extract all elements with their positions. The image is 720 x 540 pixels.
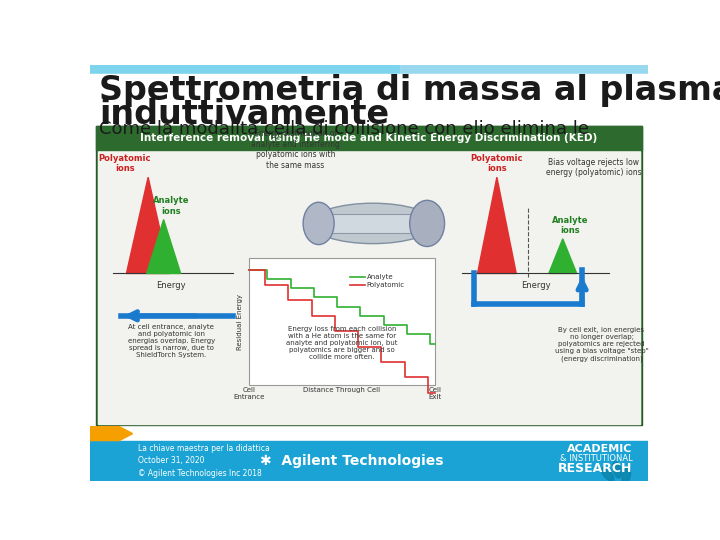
Ellipse shape	[622, 468, 631, 484]
Text: Cell
Exit: Cell Exit	[428, 387, 441, 400]
Text: Spettrometria di massa al plasma accoppiato: Spettrometria di massa al plasma accoppi…	[99, 74, 720, 107]
Text: RESEARCH: RESEARCH	[558, 462, 632, 475]
Polygon shape	[127, 177, 170, 273]
Text: Energy: Energy	[521, 281, 550, 290]
Bar	[96, 126, 642, 150]
Text: ACADEMIC: ACADEMIC	[567, 444, 632, 455]
Ellipse shape	[601, 468, 614, 481]
Text: Energy loss from each collision
with a He atom is the same for
analyte and polya: Energy loss from each collision with a H…	[286, 326, 397, 360]
Text: Residual Energy: Residual Energy	[237, 294, 243, 349]
Text: Analyte: Analyte	[366, 274, 393, 280]
Polygon shape	[90, 427, 132, 441]
Bar	[326, 214, 419, 233]
Bar	[400, 65, 648, 82]
Text: Polyatomic
ions: Polyatomic ions	[471, 154, 523, 173]
Bar	[90, 65, 648, 76]
Text: & INSTITUTIONAL: & INSTITUTIONAL	[559, 454, 632, 463]
Ellipse shape	[613, 462, 621, 478]
Text: Interference removal using He mode and Kinetic Energy Discrimination (KED): Interference removal using He mode and K…	[140, 133, 598, 143]
Bar	[90, 441, 648, 481]
Text: By cell exit, ion energies
no longer overlap;
polyatomics are rejected
using a b: By cell exit, ion energies no longer ove…	[554, 327, 649, 362]
Bar	[249, 258, 435, 385]
Text: Polyatomic
ions: Polyatomic ions	[99, 154, 151, 173]
Ellipse shape	[410, 200, 444, 247]
Text: At cell entrance, analyte
and polyatomic ion
energias overlap. Energy
spread is : At cell entrance, analyte and polyatomic…	[127, 323, 215, 357]
Text: La chiave maestra per la didattica
October 31, 2020
© Agilent Technologies Inc 2: La chiave maestra per la didattica Octob…	[138, 444, 270, 490]
Bar	[98, 151, 640, 423]
Text: Bias voltage rejects low
energy (polyatomic) ions: Bias voltage rejects low energy (polyato…	[546, 158, 642, 177]
Text: Analyte
ions: Analyte ions	[552, 215, 589, 235]
Text: Energy distribution of
analyte and interfering
polyatomic ions with
the same mas: Energy distribution of analyte and inter…	[251, 129, 340, 170]
Polygon shape	[147, 220, 181, 273]
Polygon shape	[549, 239, 577, 273]
Text: Polyatomic: Polyatomic	[366, 282, 405, 288]
Ellipse shape	[311, 203, 435, 244]
Text: Energy: Energy	[156, 281, 186, 290]
Polygon shape	[477, 177, 516, 273]
Bar	[90, 74, 648, 427]
Text: Cell
Entrance: Cell Entrance	[233, 387, 264, 400]
Text: ✱  Agilent Technologies: ✱ Agilent Technologies	[260, 454, 444, 468]
Text: Come la modalità cella di collisione con elio elimina le: Come la modalità cella di collisione con…	[99, 120, 589, 138]
Text: Analyte
ions: Analyte ions	[153, 197, 189, 215]
Bar	[96, 126, 642, 425]
Text: induttivamente: induttivamente	[99, 98, 390, 131]
Ellipse shape	[303, 202, 334, 245]
Text: Distance Through Cell: Distance Through Cell	[303, 387, 380, 393]
